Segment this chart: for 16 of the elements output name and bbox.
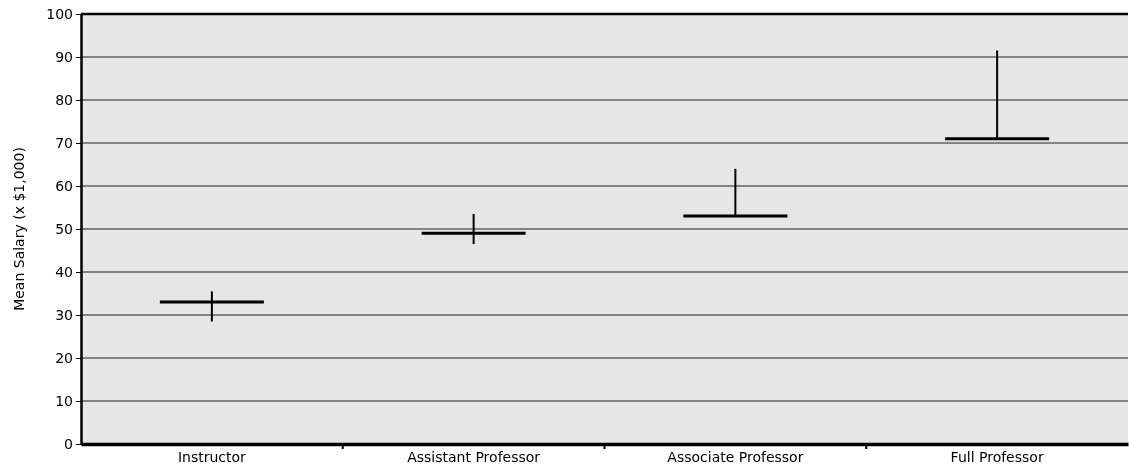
y-tick-label: 0 <box>64 435 73 452</box>
x-tick-label: Full Professor <box>950 449 1044 466</box>
y-tick-label: 50 <box>55 220 73 237</box>
y-axis-title: Mean Salary (x $1,000) <box>11 147 27 311</box>
y-tick-label: 10 <box>55 392 73 409</box>
y-tick-label: 20 <box>55 349 73 366</box>
y-tick-label: 80 <box>55 91 73 108</box>
y-tick-label: 60 <box>55 177 73 194</box>
y-tick-label: 90 <box>55 48 73 65</box>
y-tick-label: 100 <box>46 5 73 22</box>
x-tick-label: Assistant Professor <box>407 449 541 466</box>
y-tick-label: 30 <box>55 306 73 323</box>
x-tick-label: Instructor <box>177 449 247 466</box>
y-tick-label: 40 <box>55 263 73 280</box>
x-tick-label: Associate Professor <box>667 449 804 466</box>
y-tick-label: 70 <box>55 134 73 151</box>
